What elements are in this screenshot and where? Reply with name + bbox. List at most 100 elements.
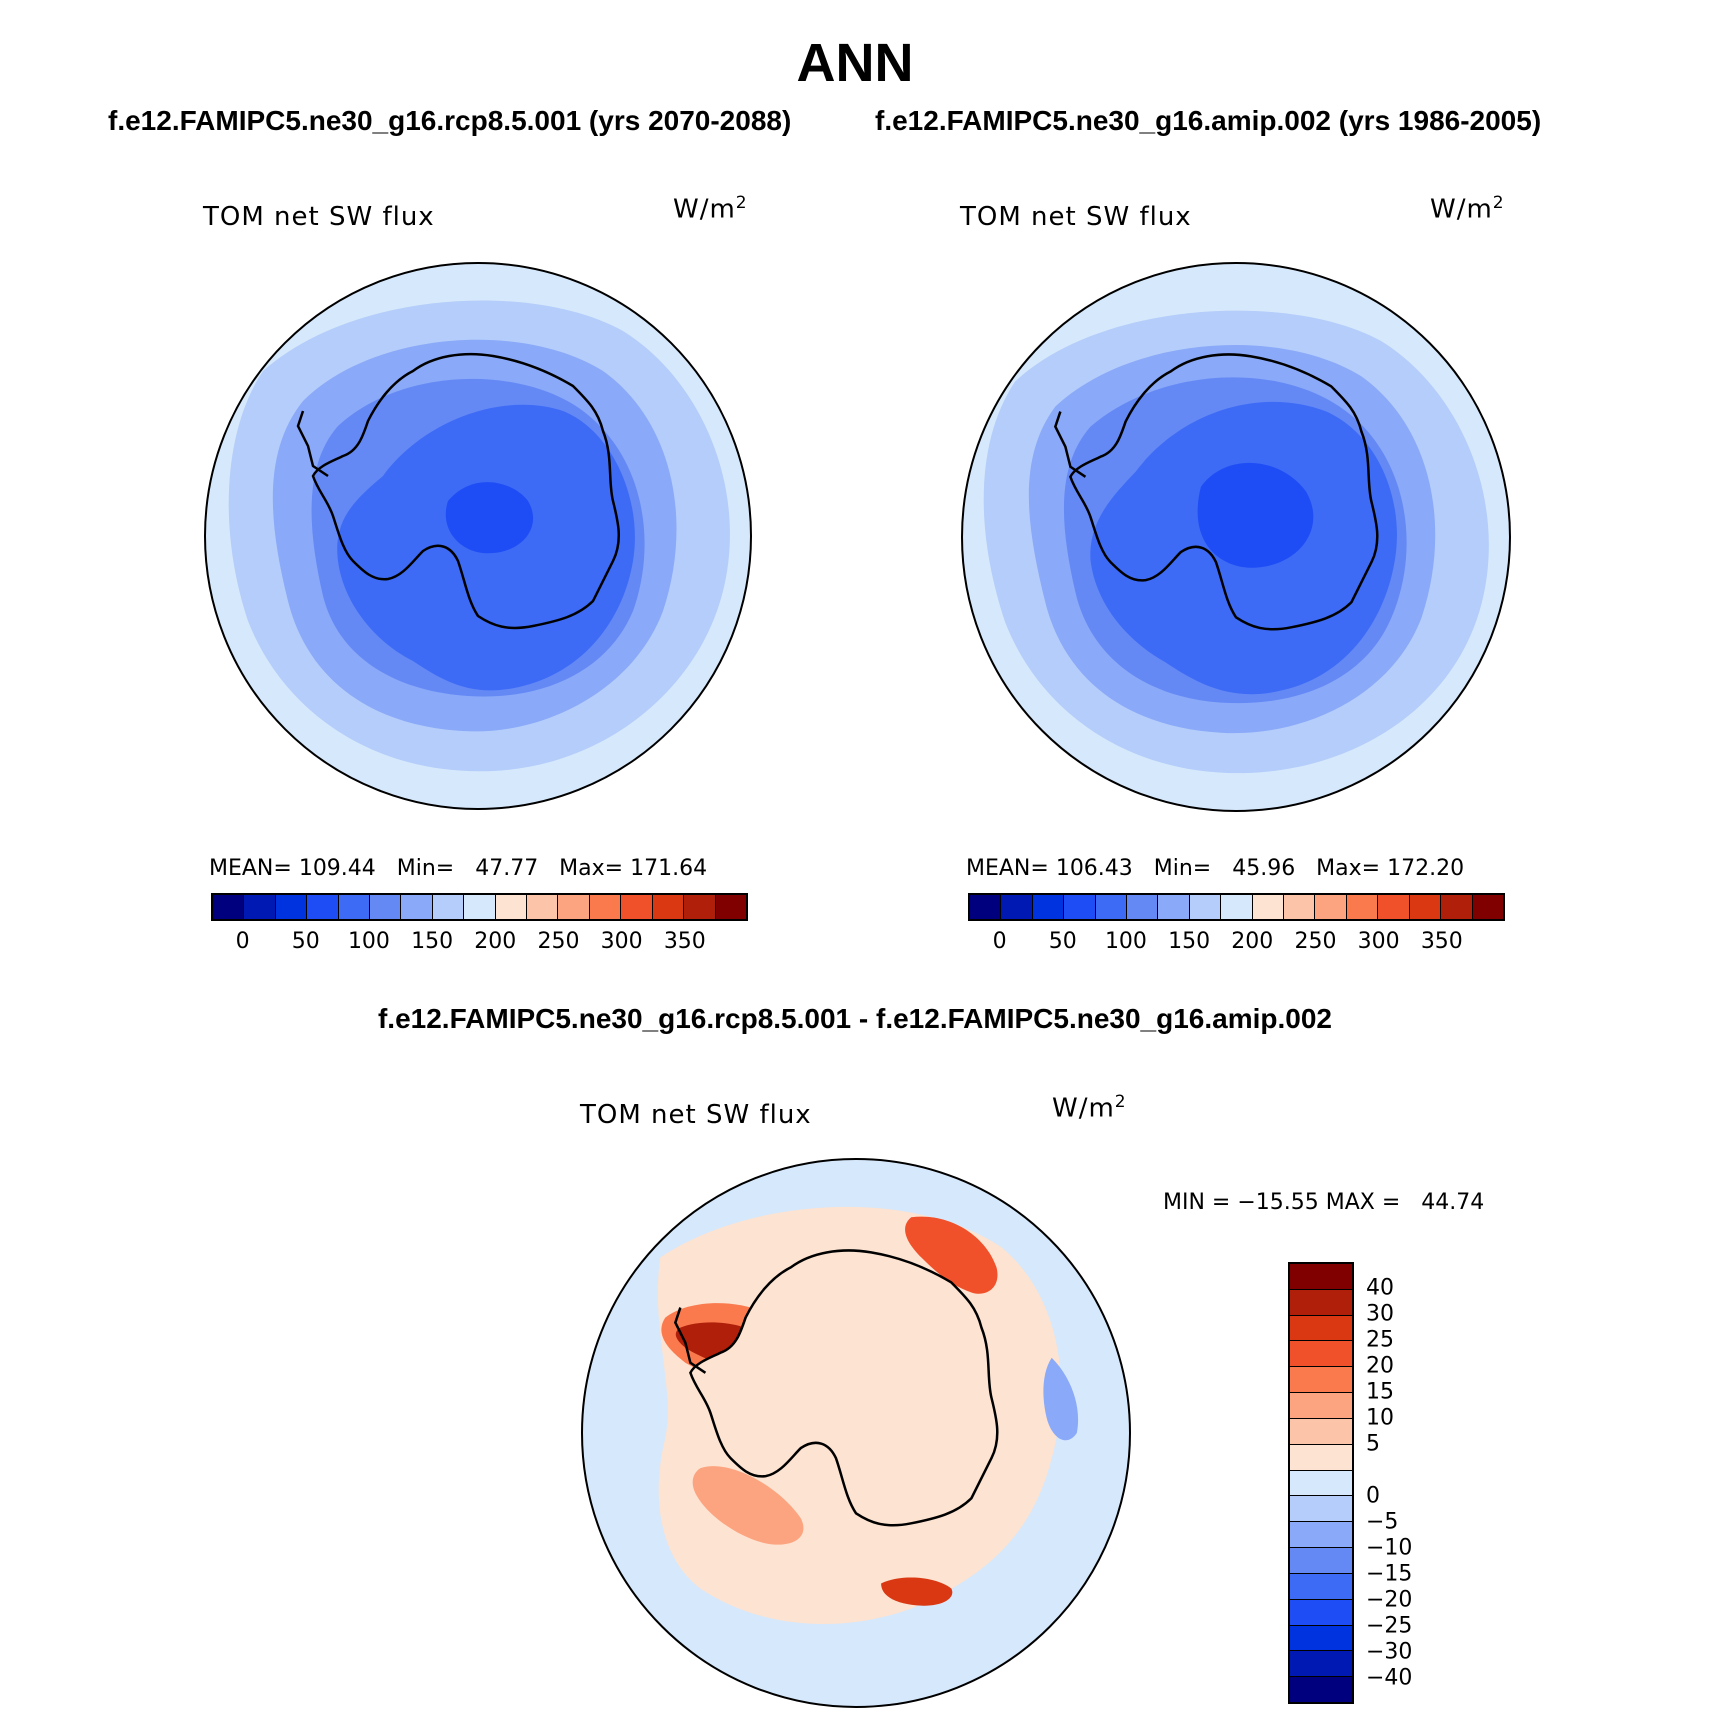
panel1-colorbar-swatch bbox=[558, 895, 590, 919]
panel3-units-exponent: 2 bbox=[1114, 1092, 1127, 1112]
panel1-colorbar-tick-label: 350 bbox=[663, 929, 706, 954]
panel3-colorbar-swatch bbox=[1290, 1548, 1352, 1574]
panel2-colorbar-swatch bbox=[1064, 895, 1096, 919]
panel3-colorbar-swatch bbox=[1290, 1315, 1352, 1342]
panel2-polar-map bbox=[960, 261, 1512, 813]
panel2-colorbar-swatch bbox=[1409, 895, 1442, 919]
panel2-colorbar-tick-label: 200 bbox=[1231, 929, 1274, 954]
panel2-colorbar-swatch bbox=[1158, 895, 1190, 919]
panel3-colorbar-swatch bbox=[1290, 1418, 1352, 1445]
panel3-colorbar-swatch bbox=[1290, 1651, 1352, 1678]
panel3-colorbar-tick-label: −15 bbox=[1366, 1561, 1413, 1587]
panel1-variable-label: TOM net SW flux bbox=[203, 202, 435, 232]
panel2-colorbar bbox=[968, 893, 1505, 921]
panel1-colorbar-swatch bbox=[213, 895, 245, 919]
panel1-units-exponent: 2 bbox=[735, 193, 748, 213]
panel3-colorbar-ticks: 40 30 25 20 15 10 5 0 −5 −10 −15 −20 −25 −30 −40 bbox=[1366, 1262, 1446, 1704]
panel1-band-25-50 bbox=[445, 482, 534, 554]
panel1-colorbar-swatch bbox=[307, 895, 339, 919]
panel2-colorbar-tick-label: 350 bbox=[1420, 929, 1463, 954]
panel2-colorbar-tick-label: 300 bbox=[1357, 929, 1400, 954]
panel1-colorbar bbox=[211, 893, 748, 921]
case2-title: f.e12.FAMIPC5.ne30_g16.amip.002 (yrs 198… bbox=[875, 105, 1542, 136]
panel3-colorbar bbox=[1288, 1262, 1354, 1704]
panel2-units-exponent: 2 bbox=[1492, 193, 1505, 213]
panel1-colorbar-swatches bbox=[211, 893, 748, 921]
panel1-colorbar-swatch bbox=[652, 895, 685, 919]
panel1-colorbar-tick-label: 250 bbox=[537, 929, 580, 954]
figure-title: ANN bbox=[796, 33, 914, 93]
panel1-colorbar-swatch bbox=[432, 895, 465, 919]
panel1-colorbar-swatch bbox=[621, 895, 653, 919]
panel1-colorbar-swatch bbox=[684, 895, 716, 919]
panel1-colorbar-swatch bbox=[244, 895, 276, 919]
panel1-colorbar-tick-label: 0 bbox=[235, 929, 250, 954]
panel2-colorbar-swatch bbox=[1127, 895, 1159, 919]
panel1-colorbar-swatch bbox=[401, 895, 433, 919]
panel3-colorbar-tick-label: 5 bbox=[1366, 1431, 1380, 1457]
panel2-colorbar-swatch bbox=[1221, 895, 1253, 919]
panel3-band-25-30 bbox=[881, 1577, 953, 1606]
panel2-units-label: W/m2 bbox=[1430, 193, 1505, 225]
panel1-colorbar-swatch bbox=[338, 895, 371, 919]
panel2-colorbar-swatch bbox=[970, 895, 1002, 919]
panel2-map-boundary bbox=[961, 262, 1511, 812]
panel2-colorbar-swatch bbox=[1441, 895, 1473, 919]
panel3-colorbar-swatch bbox=[1290, 1522, 1352, 1549]
panel3-stats: MIN = −15.55 MAX = 44.74 bbox=[1163, 1190, 1485, 1215]
panel3-colorbar-tick-label: 25 bbox=[1366, 1327, 1394, 1353]
panel3-colorbar-swatch bbox=[1290, 1341, 1352, 1368]
diff-title: f.e12.FAMIPC5.ne30_g16.rcp8.5.001 - f.e1… bbox=[377, 1003, 1333, 1034]
panel1-colorbar-swatch bbox=[715, 895, 746, 919]
panel1-peninsula-coastline bbox=[296, 410, 329, 478]
panel1-colorbar-swatch bbox=[495, 895, 528, 919]
panel3-colorbar-swatch bbox=[1290, 1625, 1352, 1652]
panel3-colorbar-swatch bbox=[1290, 1289, 1352, 1316]
panel3-band-10-15 bbox=[692, 1466, 804, 1545]
panel2-colorbar-swatch bbox=[1032, 895, 1065, 919]
panel1-colorbar-tick-label: 300 bbox=[600, 929, 643, 954]
panel1-colorbar-tick-label: 100 bbox=[347, 929, 390, 954]
panel2-band-25-50 bbox=[1197, 462, 1314, 568]
panel3-units-base: W/m bbox=[1052, 1093, 1115, 1124]
panel3-colorbar-tick-label: −5 bbox=[1366, 1509, 1399, 1535]
panel3-units-label: W/m2 bbox=[1052, 1092, 1127, 1124]
panel1-colorbar-swatch bbox=[589, 895, 622, 919]
panel2-colorbar-swatch bbox=[1472, 895, 1503, 919]
panel1-polar-map bbox=[203, 261, 753, 811]
panel3-variable-label: TOM net SW flux bbox=[580, 1100, 812, 1130]
panel2-colorbar-swatch bbox=[1346, 895, 1379, 919]
panel3-peninsula-coastline bbox=[673, 1307, 707, 1374]
panel3-colorbar-swatch bbox=[1290, 1496, 1352, 1523]
panel2-colorbar-tick-label: 0 bbox=[992, 929, 1007, 954]
panel3-colorbar-tick-label: 0 bbox=[1366, 1483, 1380, 1509]
panel2-peninsula-coastline bbox=[1053, 411, 1087, 478]
panel2-colorbar-swatches bbox=[968, 893, 1505, 921]
panel3-band-20-25 bbox=[905, 1216, 998, 1294]
panel3-antarctica-coastline bbox=[689, 1249, 999, 1527]
panel3-colorbar-tick-label: 20 bbox=[1366, 1353, 1394, 1379]
panel3-colorbar-tick-label: 10 bbox=[1366, 1405, 1394, 1431]
panel3-colorbar-tick-label: −20 bbox=[1366, 1587, 1413, 1613]
panel2-colorbar-swatch bbox=[1252, 895, 1285, 919]
panel3-colorbar-tick-label: −40 bbox=[1366, 1665, 1413, 1691]
case1-title: f.e12.FAMIPC5.ne30_g16.rcp8.5.001 (yrs 2… bbox=[108, 105, 792, 136]
panel3-polar-map bbox=[580, 1157, 1132, 1709]
panel1-colorbar-tick-label: 200 bbox=[474, 929, 517, 954]
panel1-colorbar-tick-label: 50 bbox=[291, 929, 320, 954]
panel1-map-boundary bbox=[204, 262, 752, 810]
panel2-colorbar-tick-label: 150 bbox=[1168, 929, 1211, 954]
panel1-units-label: W/m2 bbox=[673, 193, 748, 225]
panel3-band-neg10-neg15 bbox=[1043, 1357, 1079, 1441]
panel2-colorbar-swatch bbox=[1284, 895, 1316, 919]
panel3-colorbar-swatch bbox=[1290, 1470, 1352, 1497]
panel2-units-base: W/m bbox=[1430, 194, 1493, 225]
panel3-map-boundary bbox=[581, 1158, 1131, 1708]
panel2-colorbar-tick-label: 100 bbox=[1104, 929, 1147, 954]
panel1-colorbar-swatch bbox=[527, 895, 559, 919]
panel1-stats: MEAN= 109.44 Min= 47.77 Max= 171.64 bbox=[209, 856, 708, 881]
panel3-colorbar-swatch bbox=[1290, 1573, 1352, 1600]
panel2-colorbar-swatch bbox=[1378, 895, 1410, 919]
panel3-colorbar-tick-label: −30 bbox=[1366, 1639, 1413, 1665]
panel1-colorbar-tick-label: 150 bbox=[411, 929, 454, 954]
